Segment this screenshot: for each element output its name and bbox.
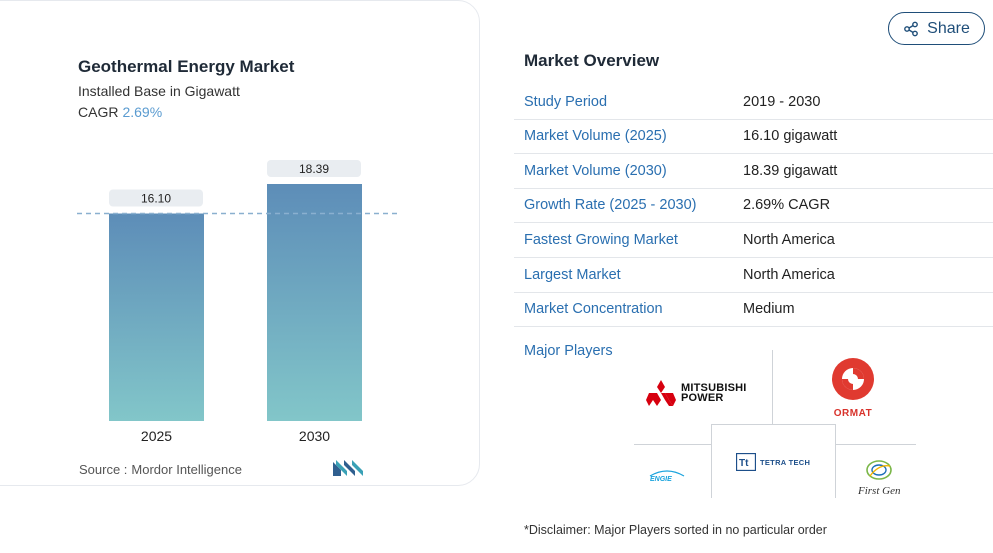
chart-card: Geothermal Energy Market Installed Base …: [0, 0, 480, 486]
source-label: Source :: [79, 462, 128, 477]
x-tick-label-2025: 2025: [141, 428, 172, 444]
overview-row-study-period: Study Period 2019 - 2030: [514, 86, 993, 120]
bar-2025: [109, 213, 204, 421]
tetra-tech-mark-icon: Tt: [736, 453, 756, 471]
cagr-value: 2.69%: [122, 104, 163, 120]
overview-row-value: Medium: [743, 301, 795, 317]
mitsubishi-logo-line1: MITSUBISHI: [681, 382, 747, 394]
source-line: Source : Mordor Intelligence: [79, 462, 242, 477]
overview-row-label[interactable]: Market Volume (2025): [524, 128, 667, 144]
mitsubishi-diamonds-icon: [646, 380, 676, 406]
overview-row-label[interactable]: Growth Rate (2025 - 2030): [524, 197, 697, 213]
tetra-tech-cell: Tt TETRA TECH: [711, 424, 836, 498]
mordor-intelligence-logo-icon: [333, 460, 363, 476]
tetra-tech-logo: Tt TETRA TECH: [736, 453, 810, 471]
overview-row-market-volume-2030: Market Volume (2030) 18.39 gigawatt: [514, 155, 993, 189]
divider: [772, 350, 773, 424]
overview-row-fastest-growing-market: Fastest Growing Market North America: [514, 224, 993, 258]
market-overview-title: Market Overview: [524, 51, 660, 70]
value-label-bg: [109, 189, 203, 207]
share-button[interactable]: Share: [888, 12, 985, 45]
first-gen-swirl-icon: [866, 460, 893, 480]
mitsubishi-logo-line2: POWER: [681, 392, 724, 404]
value-label-2030: 18.39: [299, 162, 329, 176]
overview-row-value: 18.39 gigawatt: [743, 163, 838, 179]
major-players-grid: MITSUBISHI POWER ORMAT Tt TETRA TECH ENG…: [634, 350, 916, 498]
ormat-ring-icon: [832, 358, 874, 400]
overview-row-market-concentration: Market Concentration Medium: [514, 293, 993, 327]
overview-row-value: 2019 - 2030: [743, 94, 821, 110]
engie-logo: ENGIE: [648, 468, 686, 484]
overview-row-label[interactable]: Study Period: [524, 94, 608, 110]
first-gen-logo-text: First Gen: [858, 485, 901, 497]
overview-row-label[interactable]: Largest Market: [524, 267, 621, 283]
chart-subtitle: Installed Base in Gigawatt: [78, 83, 240, 99]
cagr-row: CAGR 2.69%: [78, 104, 162, 120]
overview-row-market-volume-2025: Market Volume (2025) 16.10 gigawatt: [514, 120, 993, 154]
share-label: Share: [927, 19, 970, 37]
cagr-label: CAGR: [78, 104, 119, 120]
tetra-tech-logo-text: TETRA TECH: [760, 457, 811, 467]
overview-row-value: North America: [743, 232, 835, 248]
overview-row-label[interactable]: Fastest Growing Market: [524, 232, 678, 248]
bar-chart: 16.10 2025 18.39 2030: [77, 160, 398, 444]
overview-row-value: 2.69% CAGR: [743, 197, 831, 213]
value-label-2025: 16.10: [141, 192, 171, 206]
ormat-logo: ORMAT: [826, 356, 880, 419]
overview-row-value: 16.10 gigawatt: [743, 128, 838, 144]
mitsubishi-power-logo: MITSUBISHI POWER: [646, 380, 747, 406]
engie-arc-icon: ENGIE: [649, 470, 685, 483]
value-label-bg: [267, 160, 361, 177]
overview-row-value: North America: [743, 267, 835, 283]
chart-title: Geothermal Energy Market: [78, 57, 295, 76]
overview-row-growth-rate: Growth Rate (2025 - 2030) 2.69% CAGR: [514, 189, 993, 223]
divider: [835, 444, 916, 445]
overview-row-label[interactable]: Market Concentration: [524, 301, 663, 317]
overview-row-label[interactable]: Market Volume (2030): [524, 163, 667, 179]
bar-2030: [267, 184, 362, 421]
ormat-logo-text: ORMAT: [833, 408, 873, 419]
svg-text:ENGIE: ENGIE: [650, 476, 672, 482]
x-tick-label-2030: 2030: [299, 428, 330, 444]
source-name: Mordor Intelligence: [131, 462, 242, 477]
divider: [634, 444, 711, 445]
svg-text:Tt: Tt: [739, 458, 749, 469]
overview-row-largest-market: Largest Market North America: [514, 259, 993, 293]
disclaimer: *Disclaimer: Major Players sorted in no …: [524, 523, 827, 537]
share-icon: [904, 21, 919, 36]
first-gen-logo: First Gen: [858, 458, 900, 497]
major-players-label[interactable]: Major Players: [524, 343, 613, 359]
